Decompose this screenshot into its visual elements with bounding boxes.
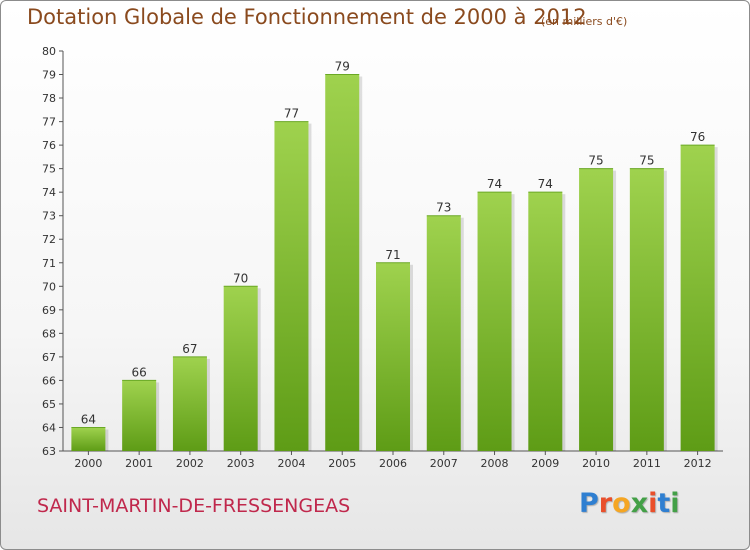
- bar: [426, 215, 461, 451]
- value-label: 73: [436, 201, 451, 215]
- proxiti-logo[interactable]: Proxiti: [579, 488, 680, 519]
- chart-unit: (en milliers d'€): [541, 15, 628, 28]
- y-tick-label: 74: [42, 186, 56, 199]
- y-tick-label: 80: [42, 45, 56, 58]
- logo-letter: i: [670, 488, 680, 519]
- bar: [71, 427, 106, 451]
- bar: [376, 262, 410, 451]
- y-tick-label: 71: [42, 257, 56, 270]
- bar: [629, 168, 664, 451]
- y-tick-label: 63: [42, 445, 56, 458]
- bar: [528, 192, 563, 452]
- y-tick-label: 70: [42, 280, 56, 293]
- x-tick-label: 2001: [125, 457, 153, 470]
- axes: 63 64 65 66 67 68 69 70 71 72 73 74 75 76 77 78 79 80 2000…: [42, 45, 723, 470]
- x-tick-label: 2004: [277, 457, 305, 470]
- bar: [680, 145, 715, 451]
- value-label: 67: [182, 342, 197, 356]
- value-label: 77: [284, 107, 299, 121]
- value-label: 76: [690, 130, 705, 144]
- value-label: 70: [233, 271, 248, 285]
- x-tick-label: 2006: [379, 457, 407, 470]
- y-tick-label: 73: [42, 210, 56, 223]
- y-tick-label: 65: [42, 398, 56, 411]
- logo-letter: o: [612, 488, 631, 519]
- x-tick-label: 2000: [74, 457, 102, 470]
- x-tick-label: 2010: [582, 457, 610, 470]
- x-tick-label: 2005: [328, 457, 356, 470]
- y-tick-label: 76: [42, 139, 56, 152]
- value-label: 66: [132, 365, 147, 379]
- y-tick-label: 68: [42, 327, 56, 340]
- x-tick-label: 2011: [633, 457, 661, 470]
- bar: [172, 356, 207, 451]
- x-tick-label: 2009: [531, 457, 559, 470]
- logo-letter: P: [579, 488, 599, 519]
- bar: [477, 192, 512, 452]
- bar: [325, 74, 360, 451]
- x-tick-label: 2007: [430, 457, 458, 470]
- bar: [122, 380, 157, 451]
- value-label: 79: [335, 60, 350, 74]
- value-label: 75: [639, 154, 654, 168]
- value-label: 75: [588, 154, 603, 168]
- y-tick-label: 77: [42, 116, 56, 129]
- commune-name: SAINT-MARTIN-DE-FRESSENGEAS: [37, 495, 351, 517]
- y-tick-label: 79: [42, 69, 56, 82]
- bar: [274, 121, 309, 452]
- logo-letter: x: [630, 488, 649, 519]
- y-tick-label: 75: [42, 163, 56, 176]
- x-tick-label: 2003: [227, 457, 255, 470]
- logo-letter: t: [657, 488, 671, 519]
- y-tick-label: 72: [42, 233, 56, 246]
- x-tick-label: 2012: [684, 457, 712, 470]
- x-tick-label: 2002: [176, 457, 204, 470]
- value-label: 74: [487, 177, 502, 191]
- bar: [579, 168, 614, 451]
- bar: [223, 286, 258, 451]
- x-tick-label: 2008: [481, 457, 509, 470]
- data-labels: 64 66 67 70 77 79 71 73 74 74 75 75 76: [81, 60, 706, 427]
- bars: [71, 74, 718, 452]
- value-label: 64: [81, 412, 96, 426]
- y-tick-label: 64: [42, 421, 56, 434]
- y-tick-label: 78: [42, 92, 56, 105]
- value-label: 74: [538, 177, 553, 191]
- y-tick-label: 67: [42, 351, 56, 364]
- logo-letter: r: [598, 488, 613, 519]
- logo-letter: i: [648, 488, 658, 519]
- chart-title: Dotation Globale de Fonctionnement de 20…: [27, 5, 587, 29]
- y-tick-label: 69: [42, 304, 56, 317]
- y-tick-label: 66: [42, 374, 56, 387]
- value-label: 71: [385, 248, 400, 262]
